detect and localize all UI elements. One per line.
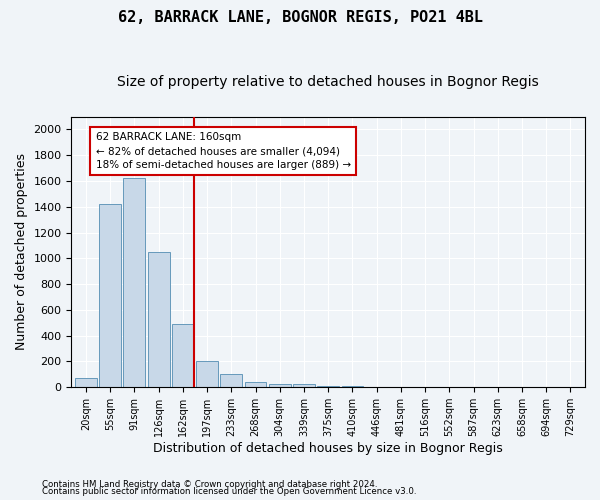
Y-axis label: Number of detached properties: Number of detached properties	[15, 154, 28, 350]
Text: Contains HM Land Registry data © Crown copyright and database right 2024.: Contains HM Land Registry data © Crown c…	[42, 480, 377, 489]
Bar	[124, 178, 145, 387]
Text: 62 BARRACK LANE: 160sqm
← 82% of detached houses are smaller (4,094)
18% of semi: 62 BARRACK LANE: 160sqm ← 82% of detache…	[95, 132, 351, 170]
Bar	[220, 374, 242, 387]
Bar	[366, 386, 388, 387]
Bar	[99, 204, 121, 387]
Bar	[317, 386, 339, 387]
X-axis label: Distribution of detached houses by size in Bognor Regis: Distribution of detached houses by size …	[154, 442, 503, 455]
Bar	[172, 324, 194, 387]
Text: Contains public sector information licensed under the Open Government Licence v3: Contains public sector information licen…	[42, 487, 416, 496]
Text: 62, BARRACK LANE, BOGNOR REGIS, PO21 4BL: 62, BARRACK LANE, BOGNOR REGIS, PO21 4BL	[118, 10, 482, 25]
Bar	[196, 361, 218, 387]
Bar	[245, 382, 266, 387]
Title: Size of property relative to detached houses in Bognor Regis: Size of property relative to detached ho…	[118, 75, 539, 89]
Bar	[75, 378, 97, 387]
Bar	[148, 252, 170, 387]
Bar	[269, 384, 290, 387]
Bar	[341, 386, 364, 387]
Bar	[293, 384, 315, 387]
